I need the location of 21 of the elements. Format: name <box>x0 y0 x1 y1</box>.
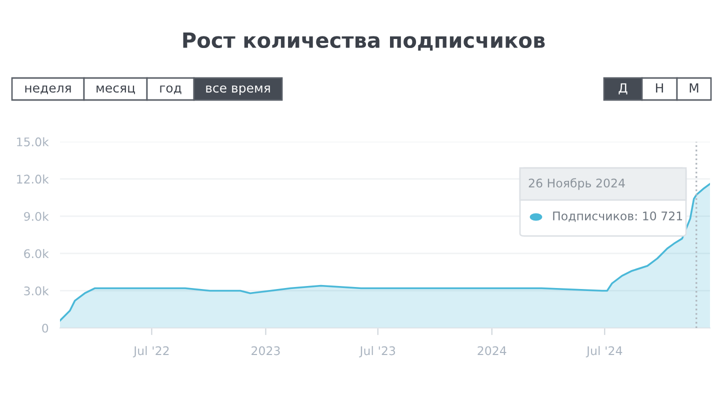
text: М <box>690 83 698 92</box>
text: Н <box>656 83 663 92</box>
chart-title: Рост количества подписчиков <box>183 32 545 51</box>
annotation: Подписчиков: 10 721 <box>553 211 682 222</box>
x-tick-label: Jul '24 <box>586 346 622 358</box>
x-tick-label: 2024 <box>478 346 506 356</box>
text: Д <box>618 83 628 94</box>
text: год <box>160 85 182 94</box>
y-tick-label: 15.0k <box>17 137 49 146</box>
annotation: 26 Ноябрь 2024 <box>528 178 625 190</box>
text: месяц <box>96 85 135 94</box>
text: неделя <box>25 85 71 94</box>
text: все время <box>206 85 270 96</box>
y-tick-label: 0 <box>42 324 48 333</box>
y-tick-label: 12.0k <box>17 174 49 184</box>
y-tick-label: 3.0k <box>24 286 49 296</box>
y-tick-label: 9.0k <box>24 212 49 221</box>
y-tick-label: 6.0k <box>24 248 49 258</box>
x-tick-label: Jul '23 <box>359 346 396 358</box>
x-tick-label: Jul '22 <box>132 346 169 358</box>
x-tick-label: 2023 <box>252 346 280 356</box>
